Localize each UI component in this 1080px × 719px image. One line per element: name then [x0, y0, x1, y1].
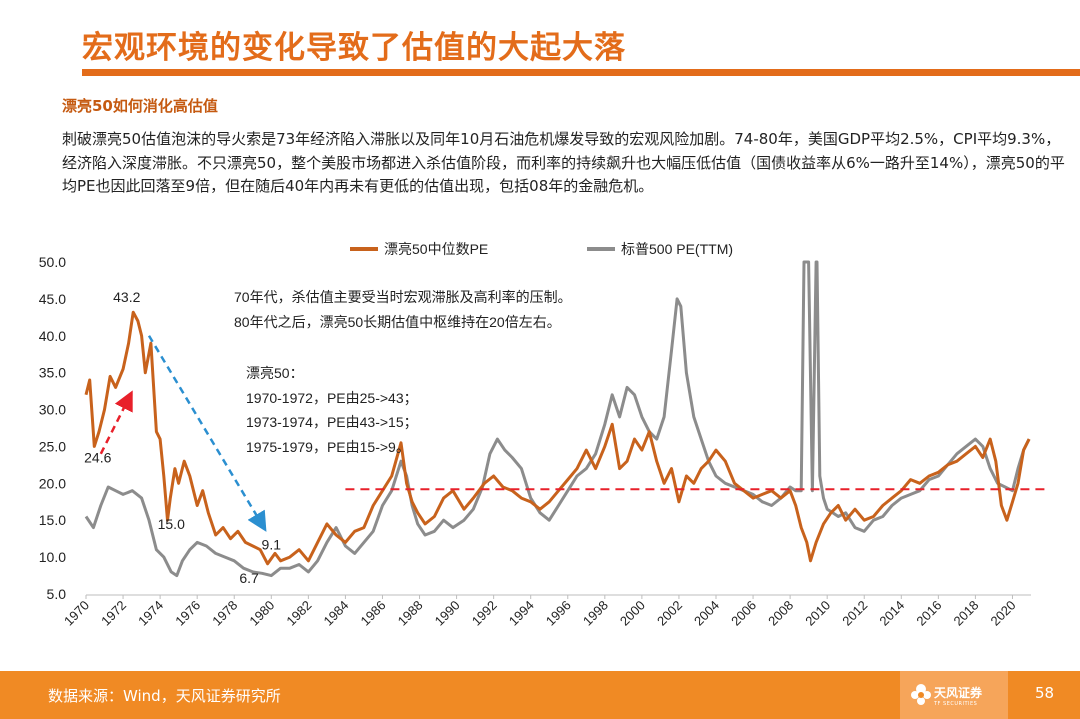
series-line: [84, 260, 1031, 578]
company-logo: 天风证券 TF SECURITIES: [900, 671, 1008, 719]
x-tick-label: 2020: [988, 598, 1019, 629]
page-title: 宏观环境的变化导致了估值的大起大落: [82, 30, 626, 66]
y-tick-label: 15.0: [39, 512, 66, 528]
x-tick-label: 1984: [320, 598, 351, 629]
x-tick-label: 1994: [506, 598, 537, 629]
x-tick-label: 2012: [839, 598, 870, 629]
x-tick-label: 1982: [283, 598, 314, 629]
page-number: 58: [1035, 684, 1055, 702]
x-tick-label: 1988: [395, 598, 426, 629]
y-tick-label: 10.0: [39, 549, 66, 565]
x-tick-label: 1978: [209, 598, 240, 629]
data-label: 9.1: [262, 537, 282, 553]
x-tick-label: 1976: [172, 598, 203, 629]
data-source: 数据来源：Wind，天风证券研究所: [48, 687, 281, 705]
y-tick-label: 50.0: [39, 254, 66, 270]
title-underline: [82, 69, 1080, 76]
section-subtitle: 漂亮50如何消化高估值: [62, 97, 218, 115]
x-tick-label: 1970: [61, 598, 92, 629]
y-tick-label: 35.0: [39, 365, 66, 381]
x-tick-label: 1974: [135, 598, 166, 629]
annotation-pe-phase: 1975-1979，PE由15->9。: [246, 439, 410, 455]
x-tick-label: 2016: [913, 598, 944, 629]
y-tick-label: 5.0: [47, 586, 67, 602]
body-paragraph: 刺破漂亮50估值泡沫的导火索是73年经济陷入滞胀以及同年10月石油危机爆发导致的…: [62, 130, 1065, 195]
x-tick-label: 2000: [617, 598, 648, 629]
x-tick-label: 1972: [98, 598, 129, 629]
x-tick-label: 1998: [580, 598, 611, 629]
x-tick-label: 2014: [876, 598, 907, 629]
x-tick-label: 1986: [358, 598, 389, 629]
legend-label: 标普500 PE(TTM): [621, 241, 733, 257]
series-line: [84, 310, 1031, 566]
annotation-pe-phase: 漂亮50：: [246, 365, 304, 381]
x-tick-label: 1992: [469, 598, 500, 629]
logo-subtext: TF SECURITIES: [934, 701, 978, 707]
annotation-pe-phase: 1973-1974，PE由43->15；: [246, 414, 418, 431]
data-label: 24.6: [84, 450, 111, 466]
x-tick-label: 2006: [728, 598, 759, 629]
x-tick-label: 1996: [543, 598, 574, 629]
x-tick-label: 1980: [246, 598, 277, 629]
x-tick-label: 2018: [950, 598, 981, 629]
y-tick-label: 45.0: [39, 291, 66, 307]
annotation-1970s: 70年代，杀估值主要受当时宏观滞胀及高利率的压制。: [234, 289, 572, 305]
y-tick-label: 20.0: [39, 475, 66, 491]
x-tick-label: 2004: [691, 598, 722, 629]
y-tick-label: 30.0: [39, 402, 66, 418]
y-tick-label: 40.0: [39, 328, 66, 344]
x-tick-label: 2002: [654, 598, 685, 629]
data-label: 15.0: [158, 516, 185, 532]
flower-logo-icon: [911, 684, 931, 705]
logo-text: 天风证券: [934, 686, 983, 700]
data-label: 43.2: [113, 289, 140, 305]
data-label: 6.7: [239, 570, 259, 586]
x-tick-label: 2008: [765, 598, 796, 629]
y-tick-label: 25.0: [39, 438, 66, 454]
legend-label: 漂亮50中位数PE: [384, 241, 488, 257]
x-tick-label: 1990: [432, 598, 463, 629]
annotation-1980s: 80年代之后，漂亮50长期估值中枢维持在20倍左右。: [234, 314, 561, 330]
footer-bar: 数据来源：Wind，天风证券研究所 天风证券 TF SECURITIES 58: [0, 671, 1080, 719]
fall-arrow: [147, 335, 267, 532]
annotation-pe-phase: 1970-1972，PE由25->43；: [246, 390, 418, 407]
x-tick-label: 2010: [802, 598, 833, 629]
